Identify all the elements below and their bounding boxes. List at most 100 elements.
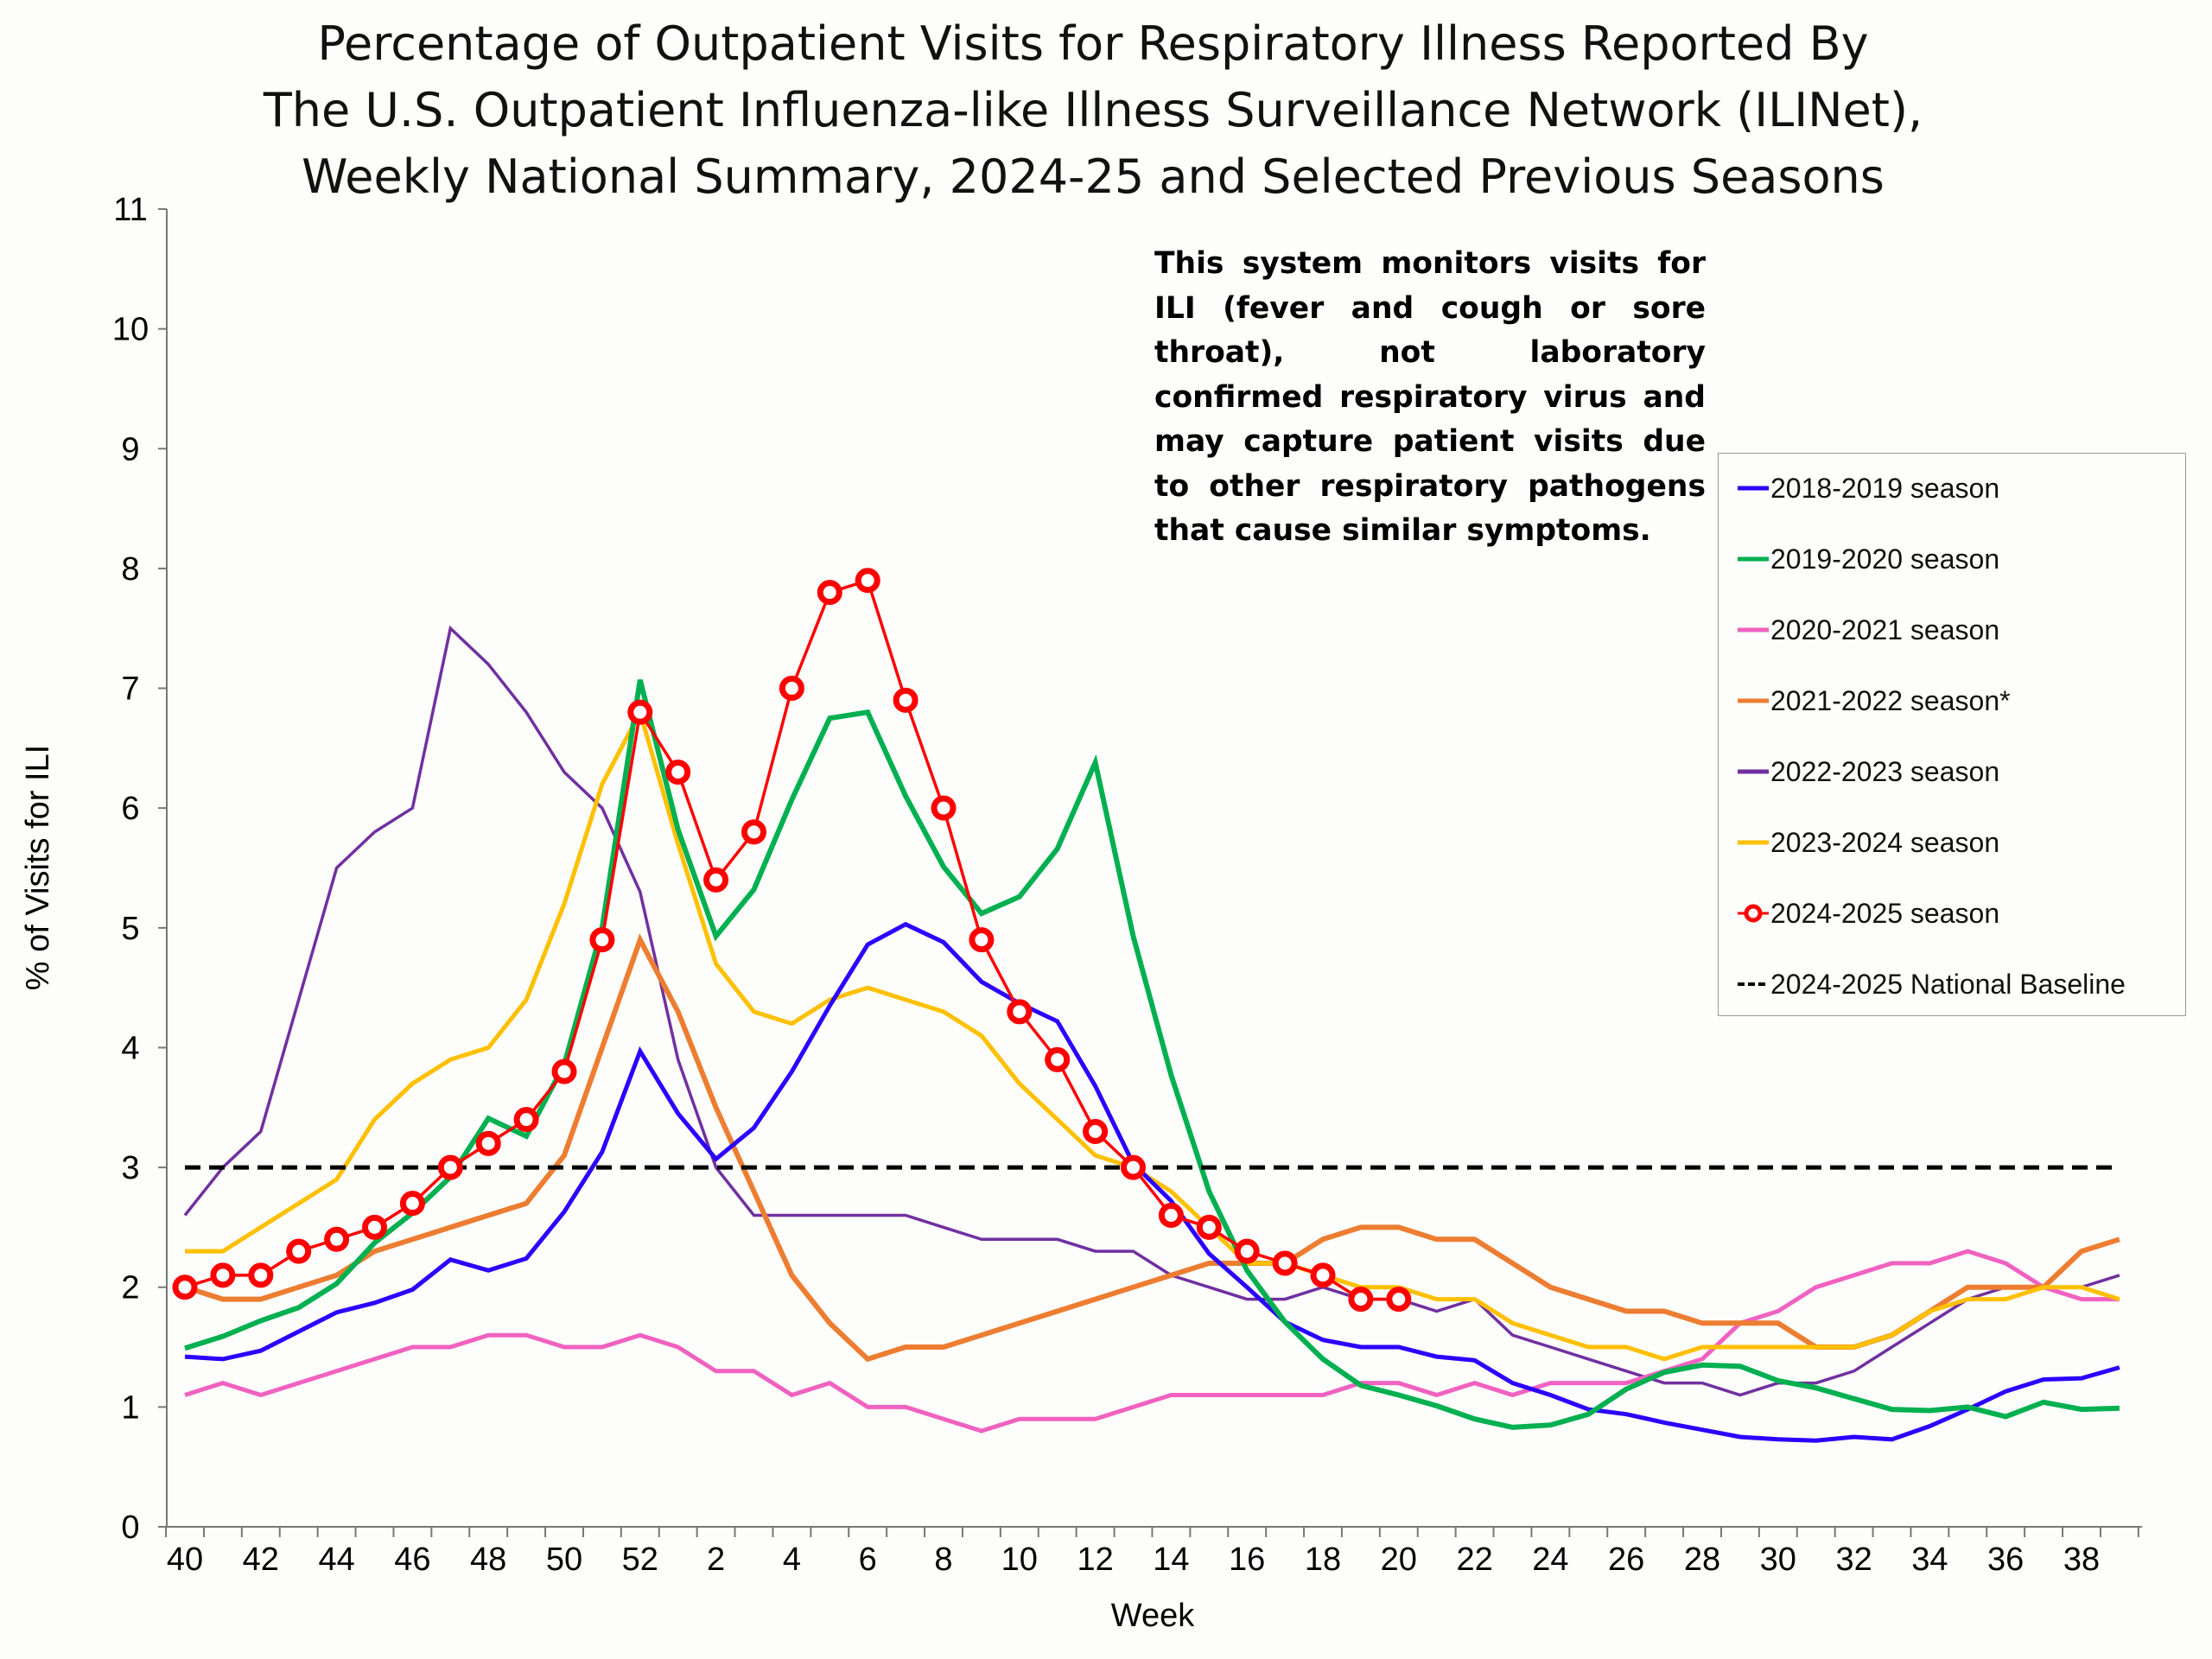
legend-label: 2018-2019 season xyxy=(1770,472,2000,504)
x-tick-label: 10 xyxy=(1001,1541,1038,1578)
data-point-2024-2025 xyxy=(513,1107,539,1133)
y-tick-label: 9 xyxy=(121,431,139,467)
x-tick-label: 32 xyxy=(1835,1541,1872,1578)
data-point-2024-2025 xyxy=(1386,1287,1412,1313)
x-tick-label: 44 xyxy=(318,1541,354,1578)
data-point-2024-2025 xyxy=(210,1262,236,1288)
x-tick-label: 4 xyxy=(783,1541,801,1578)
x-tick-label: 16 xyxy=(1229,1541,1265,1578)
y-tick-label: 1 xyxy=(121,1389,139,1426)
x-tick-label: 38 xyxy=(2063,1541,2100,1578)
data-point-2024-2025 xyxy=(399,1191,425,1217)
title-line-1: Percentage of Outpatient Visits for Resp… xyxy=(317,16,1869,71)
y-tick-label: 11 xyxy=(113,192,147,228)
legend-item: 2023-2024 season xyxy=(1736,825,1999,860)
y-tick-label: 5 xyxy=(121,911,139,947)
data-point-2024-2025 xyxy=(172,1274,198,1300)
data-point-2024-2025 xyxy=(1045,1046,1071,1072)
series-line-2019-2020 xyxy=(184,679,2120,1430)
annotation-note: This system monitors visits for ILI (fev… xyxy=(1154,246,1706,548)
y-tick-label: 7 xyxy=(121,671,139,708)
legend-item: 2019-2020 season xyxy=(1736,542,1999,576)
data-point-2024-2025 xyxy=(286,1238,312,1264)
legend-swatch-icon xyxy=(1738,627,1769,632)
chart-title: Percentage of Outpatient Visits for Resp… xyxy=(0,10,2186,210)
data-point-2024-2025 xyxy=(362,1214,387,1240)
x-tick-label: 14 xyxy=(1153,1541,1189,1578)
x-tick-label: 30 xyxy=(1760,1541,1796,1578)
legend-item: 2021-2022 season* xyxy=(1736,683,2011,718)
legend-swatch-icon xyxy=(1738,698,1769,703)
x-tick-label: 8 xyxy=(934,1541,952,1578)
data-point-2024-2025 xyxy=(551,1058,577,1084)
x-tick-label: 26 xyxy=(1608,1541,1644,1578)
legend-item: 2022-2023 season xyxy=(1736,754,1999,789)
legend-item: 2018-2019 season xyxy=(1736,471,1999,505)
data-point-2024-2025 xyxy=(969,927,995,953)
legend-label: 2019-2020 season xyxy=(1770,543,2000,575)
x-tick-label: 48 xyxy=(470,1541,506,1578)
legend-label: 2024-2025 National Baseline xyxy=(1770,968,2126,1000)
legend-swatch-icon xyxy=(1738,556,1769,562)
x-tick-label: 24 xyxy=(1532,1541,1568,1578)
data-point-2024-2025 xyxy=(248,1262,274,1288)
data-point-2024-2025 xyxy=(1121,1154,1146,1180)
legend-swatch-icon xyxy=(1738,486,1769,491)
x-tick-label: 52 xyxy=(622,1541,658,1578)
data-point-2024-2025 xyxy=(475,1130,501,1156)
series-line-2020-2021 xyxy=(184,1249,2120,1433)
series-group xyxy=(172,568,2120,1443)
y-tick-label: 2 xyxy=(121,1270,139,1306)
y-tick-label: 6 xyxy=(121,791,139,827)
data-point-2024-2025 xyxy=(893,687,918,713)
legend-label: 2020-2021 season xyxy=(1770,613,2000,645)
title-line-3: Weekly National Summary, 2024-25 and Sel… xyxy=(302,149,1885,204)
x-tick-label: 46 xyxy=(394,1541,430,1578)
data-point-2024-2025 xyxy=(1007,999,1033,1025)
x-tick-label: 50 xyxy=(546,1541,582,1578)
x-tick-label: 2 xyxy=(707,1541,725,1578)
x-tick-label: 18 xyxy=(1305,1541,1341,1578)
x-tick-label: 42 xyxy=(243,1541,279,1578)
y-tick-label: 0 xyxy=(121,1510,139,1546)
data-point-2024-2025 xyxy=(1196,1214,1222,1240)
data-point-2024-2025 xyxy=(437,1154,463,1180)
title-line-2: The U.S. Outpatient Influenza-like Illne… xyxy=(263,83,1923,137)
x-tick-label: 6 xyxy=(859,1541,877,1578)
data-point-2024-2025 xyxy=(1310,1262,1336,1288)
legend-item: 2024-2025 National Baseline xyxy=(1736,967,2126,1001)
legend-swatch-icon xyxy=(1738,769,1769,774)
legend-swatch-icon xyxy=(1738,840,1769,845)
legend-label: 2021-2022 season* xyxy=(1770,684,2011,716)
data-point-2024-2025 xyxy=(1272,1250,1298,1276)
y-axis-label: % of Visits for ILI xyxy=(20,745,56,990)
x-axis-label: Week xyxy=(1111,1598,1195,1634)
data-point-2024-2025 xyxy=(324,1226,350,1252)
series-line-2018-2019 xyxy=(184,921,2120,1443)
x-tick-label: 28 xyxy=(1684,1541,1720,1578)
legend-swatch-icon xyxy=(1738,982,1769,986)
y-tick-label: 8 xyxy=(121,551,139,588)
legend-label: 2024-2025 season xyxy=(1770,897,2000,929)
data-point-2024-2025 xyxy=(1083,1119,1109,1144)
data-point-2024-2025 xyxy=(589,927,615,953)
data-point-2024-2025 xyxy=(1158,1203,1184,1229)
legend-label: 2023-2024 season xyxy=(1770,826,2000,858)
data-point-2024-2025 xyxy=(931,795,957,821)
data-point-2024-2025 xyxy=(1348,1287,1374,1313)
y-tick-label: 3 xyxy=(121,1150,139,1186)
data-point-2024-2025 xyxy=(741,819,766,845)
legend-swatch-icon xyxy=(1738,904,1769,923)
x-tick-label: 20 xyxy=(1381,1541,1417,1578)
x-tick-label: 22 xyxy=(1456,1541,1492,1578)
x-tick-label: 40 xyxy=(167,1541,203,1578)
series-line-2021-2022 xyxy=(184,933,2120,1363)
x-tick-label: 34 xyxy=(1911,1541,1948,1578)
data-point-2024-2025 xyxy=(817,580,842,606)
x-tick-label: 12 xyxy=(1077,1541,1113,1578)
legend-label: 2022-2023 season xyxy=(1770,755,2000,787)
x-tick-label: 36 xyxy=(1987,1541,2024,1578)
